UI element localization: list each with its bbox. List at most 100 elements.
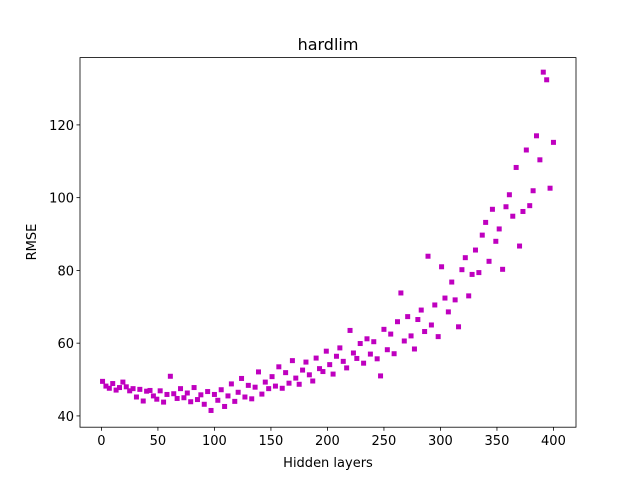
point xyxy=(239,375,245,381)
point xyxy=(500,266,506,272)
point xyxy=(371,339,377,345)
x-axis-label: Hidden layers xyxy=(283,456,373,471)
point xyxy=(486,258,492,264)
point xyxy=(534,133,540,139)
point xyxy=(150,393,156,399)
point xyxy=(357,341,363,347)
point xyxy=(225,393,231,399)
point xyxy=(208,407,214,413)
point xyxy=(513,164,519,170)
point xyxy=(205,389,211,395)
point xyxy=(523,147,529,153)
point xyxy=(144,388,150,394)
point xyxy=(333,353,339,359)
point xyxy=(350,350,356,356)
point xyxy=(313,355,319,361)
point xyxy=(384,347,390,353)
point xyxy=(327,362,333,368)
point xyxy=(164,391,170,397)
point xyxy=(367,351,373,357)
point xyxy=(479,232,485,238)
point xyxy=(100,378,106,384)
point xyxy=(157,388,163,394)
point xyxy=(188,399,194,405)
x-tick-label: 200 xyxy=(315,434,340,449)
point xyxy=(496,226,502,232)
point xyxy=(408,333,414,339)
point xyxy=(489,206,495,212)
point xyxy=(242,394,248,400)
point xyxy=(293,375,299,381)
y-tick-label: 100 xyxy=(49,192,74,207)
point xyxy=(340,358,346,364)
x-tick-label: 300 xyxy=(428,434,453,449)
point xyxy=(395,319,401,325)
point xyxy=(296,381,302,387)
point xyxy=(133,394,139,400)
point xyxy=(300,367,306,373)
point xyxy=(439,264,445,270)
point xyxy=(337,345,343,351)
point xyxy=(279,385,285,391)
point xyxy=(445,309,451,315)
x-tick-label: 100 xyxy=(202,434,227,449)
point xyxy=(106,385,112,391)
point xyxy=(161,399,167,405)
y-tick-label: 60 xyxy=(57,337,74,352)
point xyxy=(330,371,336,377)
point xyxy=(459,267,465,273)
point xyxy=(252,384,258,390)
point xyxy=(222,403,228,409)
point xyxy=(116,385,122,391)
point xyxy=(503,204,509,210)
point xyxy=(418,307,424,313)
point xyxy=(171,391,177,397)
point xyxy=(374,356,380,362)
point xyxy=(537,157,543,163)
point xyxy=(456,324,462,330)
point xyxy=(232,398,238,404)
point xyxy=(140,398,146,404)
point xyxy=(540,69,546,75)
point xyxy=(506,192,512,198)
point xyxy=(194,397,200,403)
point xyxy=(401,338,407,344)
chart-title: hardlim xyxy=(298,35,359,54)
point xyxy=(442,295,448,301)
point xyxy=(245,382,251,388)
point xyxy=(215,397,221,403)
x-tick-label: 0 xyxy=(97,434,105,449)
point xyxy=(432,302,438,308)
point xyxy=(283,370,289,376)
point xyxy=(435,334,441,340)
y-tick-label: 40 xyxy=(57,410,74,425)
point xyxy=(466,293,472,299)
point xyxy=(218,387,224,393)
point xyxy=(289,358,295,364)
point xyxy=(211,391,217,397)
point xyxy=(547,185,553,191)
point xyxy=(130,386,136,392)
point xyxy=(317,366,323,372)
point xyxy=(147,387,153,393)
point xyxy=(415,317,421,323)
point xyxy=(320,369,326,375)
point xyxy=(449,279,455,285)
point xyxy=(364,336,370,342)
point xyxy=(462,255,468,261)
point xyxy=(520,208,526,214)
point xyxy=(303,359,309,365)
point xyxy=(510,213,516,219)
point xyxy=(235,389,241,395)
x-tick-label: 50 xyxy=(150,434,167,449)
point xyxy=(174,395,180,401)
point xyxy=(483,219,489,225)
point xyxy=(154,396,160,402)
point xyxy=(266,386,272,392)
point xyxy=(191,385,197,391)
point xyxy=(493,238,499,244)
point xyxy=(527,203,533,209)
point xyxy=(354,355,360,361)
point xyxy=(272,383,278,389)
point xyxy=(123,384,129,390)
